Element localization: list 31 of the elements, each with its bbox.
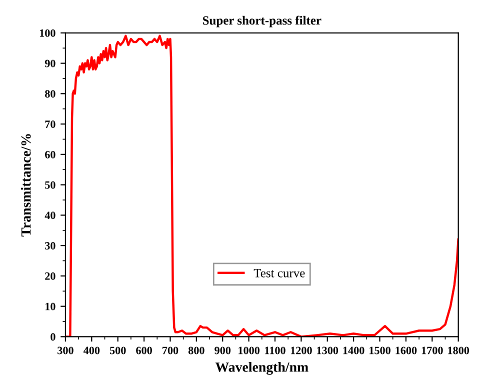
x-tick-label: 800 xyxy=(188,346,204,354)
y-tick-label: 50 xyxy=(45,181,56,189)
x-tick-label: 1400 xyxy=(343,346,364,354)
x-tick-label: 400 xyxy=(83,346,100,354)
x-tick-label: 1100 xyxy=(265,346,286,354)
x-tick-label: 700 xyxy=(162,346,178,354)
x-axis-title: Wavelength/nm xyxy=(215,362,308,375)
y-tick-label: 80 xyxy=(45,90,56,98)
legend-label: Test curve xyxy=(254,269,305,278)
x-tick-label: 1800 xyxy=(448,346,470,354)
y-tick-label: 100 xyxy=(40,29,56,37)
x-tick-label: 600 xyxy=(136,346,152,354)
x-tick-label: 1000 xyxy=(238,346,260,354)
y-tick-label: 70 xyxy=(45,120,56,128)
y-tick-label: 20 xyxy=(45,272,56,280)
y-tick-label: 10 xyxy=(46,302,56,310)
x-tick-label: 1600 xyxy=(396,346,417,354)
x-tick-label: 1200 xyxy=(290,346,312,354)
y-tick-label: 90 xyxy=(44,60,56,68)
x-tick-label: 900 xyxy=(214,346,231,354)
x-tick-label: 1700 xyxy=(422,346,443,354)
x-tick-label: 1300 xyxy=(317,346,338,354)
y-axis-title: Transmittance/% xyxy=(20,134,31,237)
x-tick-label: 1500 xyxy=(370,346,390,354)
x-tick-label: 500 xyxy=(110,346,126,354)
y-tick-label: 0 xyxy=(50,333,56,341)
chart-title: Super short-pass filter xyxy=(202,16,322,28)
x-tick-label: 300 xyxy=(58,346,74,354)
y-tick-label: 40 xyxy=(44,212,56,220)
y-tick-label: 60 xyxy=(45,150,56,158)
y-tick-label: 30 xyxy=(45,242,56,250)
